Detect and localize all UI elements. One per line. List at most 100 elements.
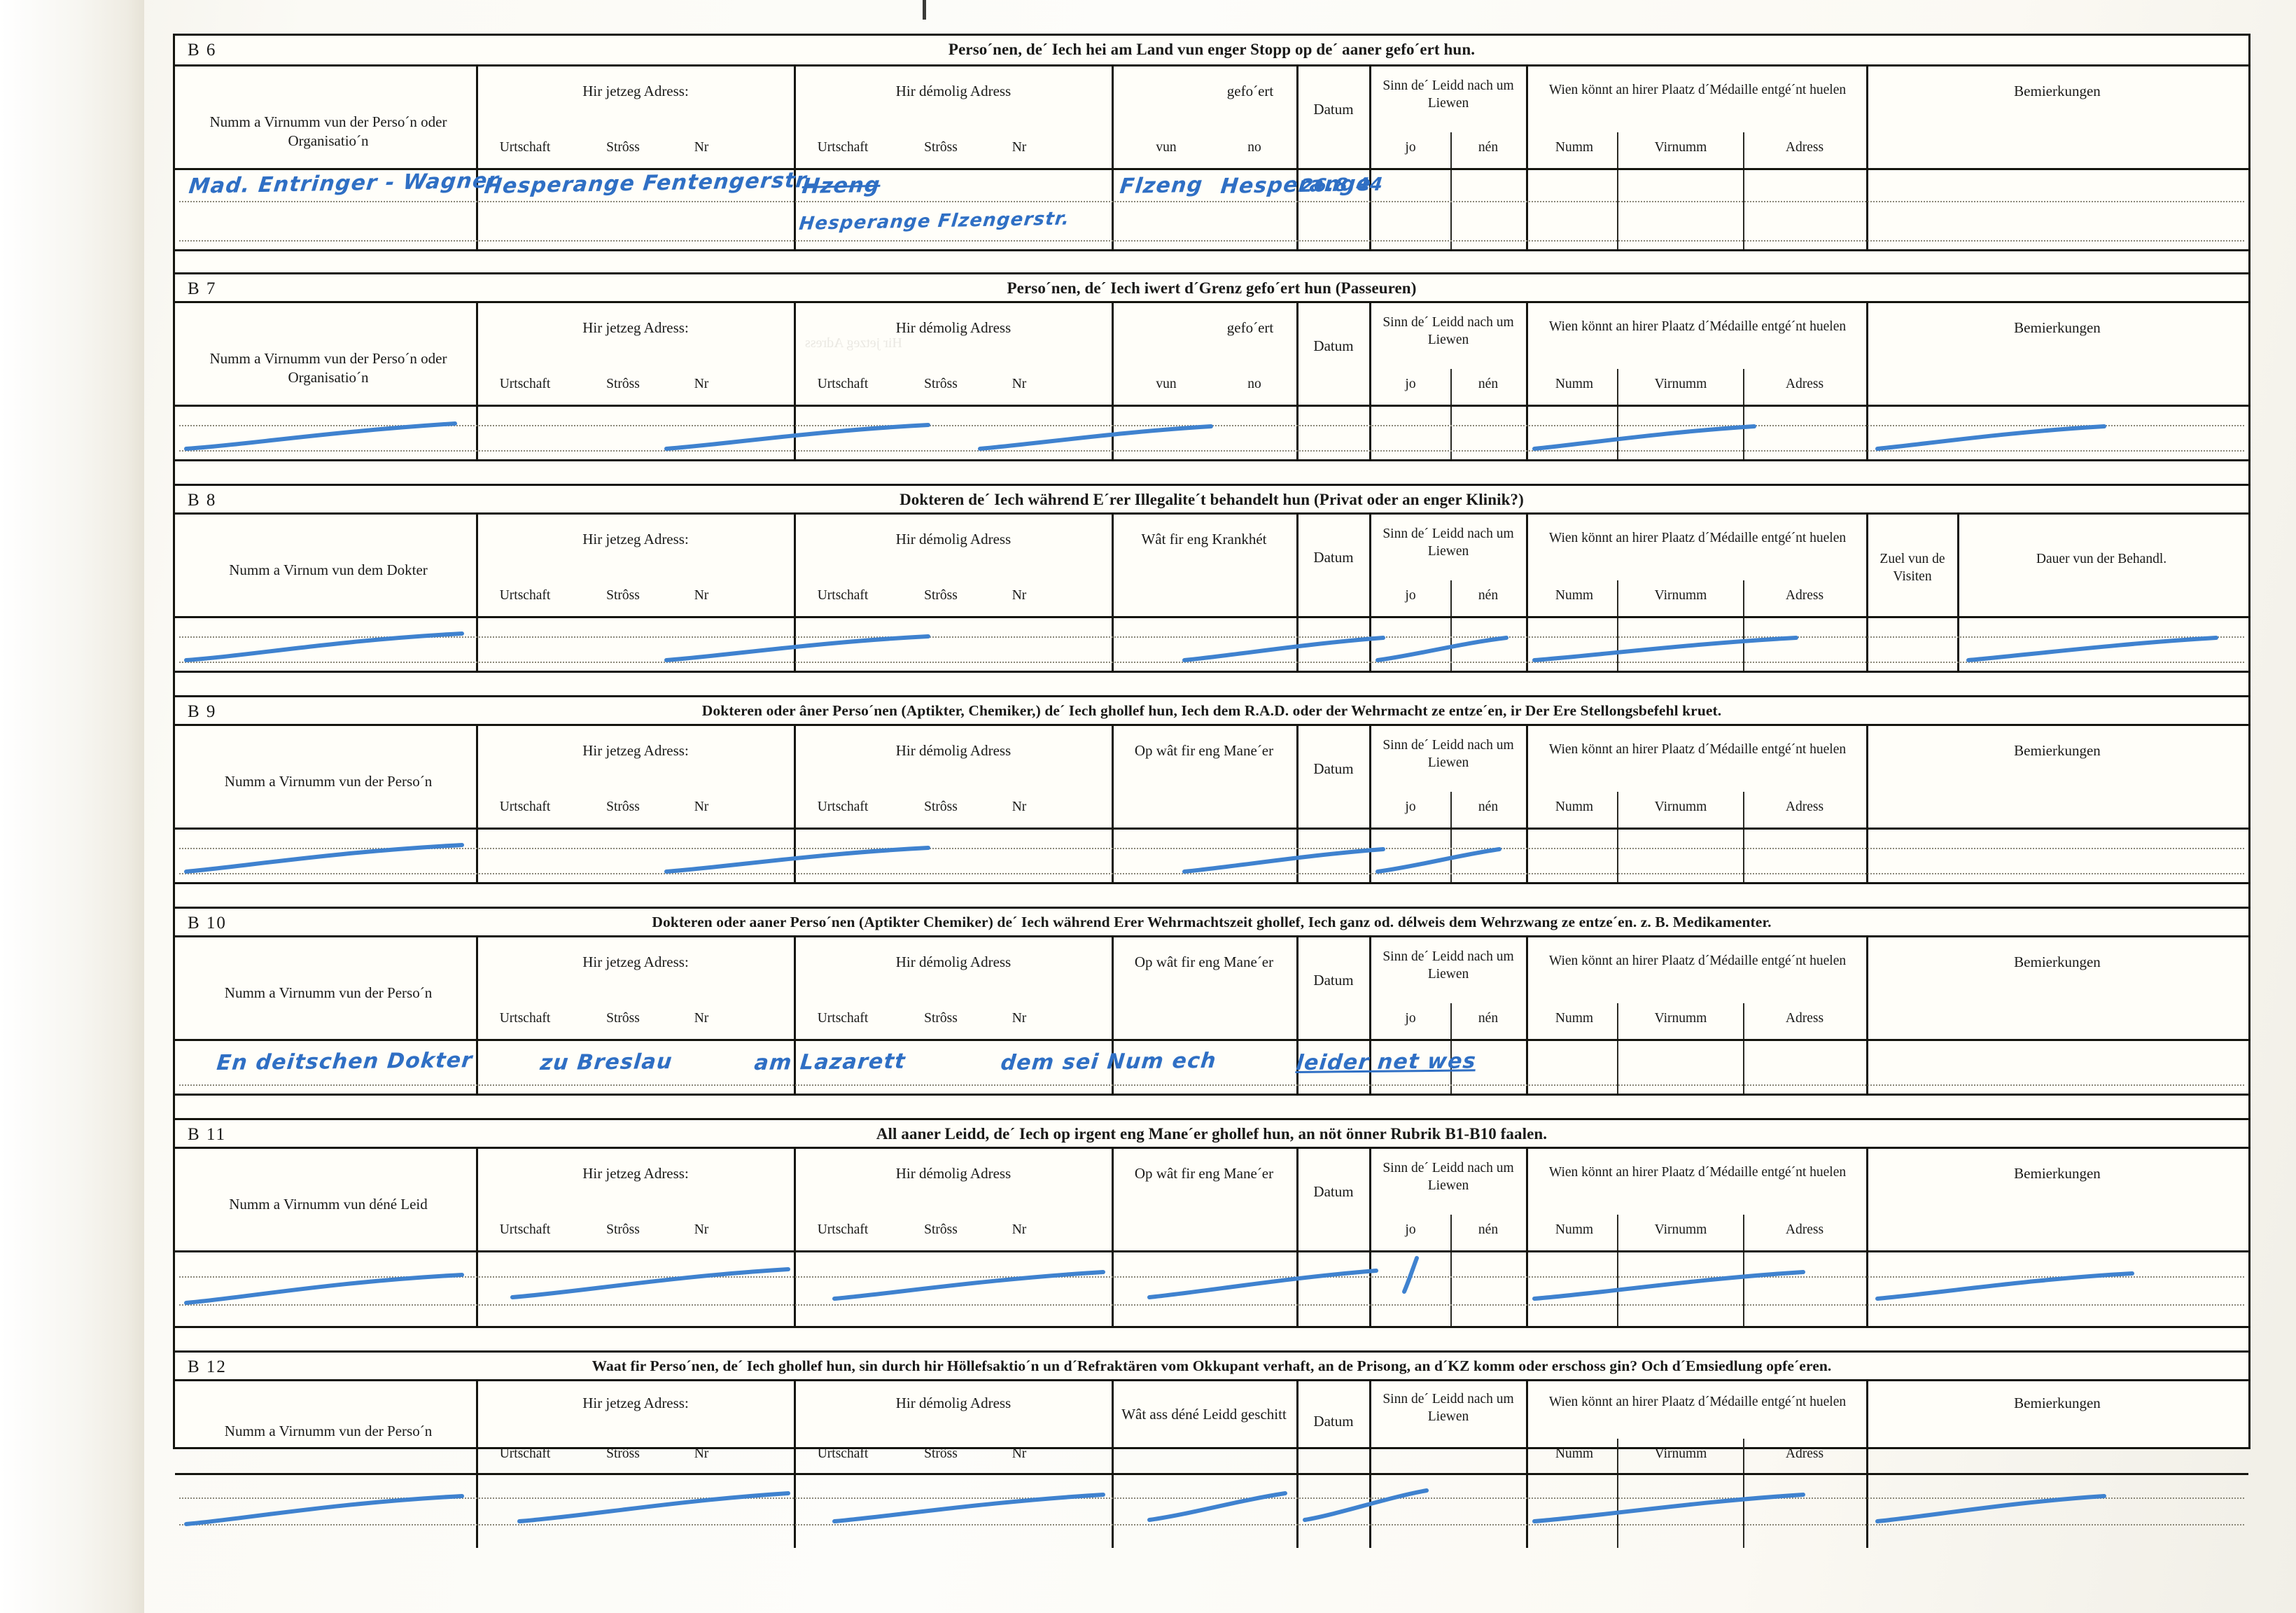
section-b9-title: Dokteren oder âner Perso´nen (Aptikter, …: [701, 702, 1722, 719]
pen-stroke: [184, 842, 465, 874]
b10-current-address-label: Hir jetzeg Adress:: [582, 954, 689, 970]
b7-current-address-label: Hir jetzeg Adress:: [582, 319, 689, 336]
b11-medal-address-label: Adress: [1785, 1222, 1824, 1237]
b10-no-label: nén: [1478, 1011, 1499, 1026]
b7-number-label-1: Nr: [694, 377, 709, 391]
b7-medal-firstname-label: Virnumm: [1654, 377, 1707, 391]
section-b12-data-rows[interactable]: [175, 1475, 2248, 1548]
b11-medal-label: Wien könnt an hirer Plaatz d´Médaille en…: [1548, 1165, 1847, 1180]
b6-to-label: no: [1247, 140, 1261, 155]
b9-medal-name-label: Numm: [1555, 799, 1594, 814]
b6-transported-label: gefo´ert: [1226, 83, 1274, 99]
b10-remarks-label: Bemierkungen: [2014, 954, 2101, 970]
b11-street-label-1: Strôss: [606, 1222, 640, 1237]
b9-former-address-label: Hir démolig Adress: [895, 742, 1011, 759]
section-b10-header: Numm a Virnumm vun der Perso´n Hir jetze…: [175, 937, 2248, 1041]
b6-place-label-2: Urtschaft: [817, 140, 869, 155]
section-b8-data-rows[interactable]: [175, 618, 2248, 673]
b6-medal-firstname-label: Virnumm: [1654, 140, 1707, 155]
form-table: B 6 Perso´nen, de´ Iech hei am Land vun …: [173, 34, 2250, 1548]
b7-name-column-label: Numm a Virnumm vun der Perso´n oder Orga…: [209, 350, 447, 386]
b8-yes-label: jo: [1405, 588, 1416, 603]
b9-medal-label: Wien könnt an hirer Plaatz d´Médaille en…: [1548, 742, 1847, 757]
section-b10-data-rows[interactable]: En deitschen Dokter zu Breslau am Lazare…: [175, 1041, 2248, 1096]
section-b7-title-bar: B 7 Perso´nen, de´ Iech iwert d´Grenz ge…: [175, 272, 2248, 303]
b10-datum-label: Datum: [1313, 972, 1354, 989]
b7-medal-label: Wien könnt an hirer Plaatz d´Médaille en…: [1548, 319, 1847, 334]
b7-alive-label: Sinn de´ Leidd nach um Liewen: [1382, 315, 1514, 347]
section-b8-title: Dokteren de´ Iech während E´rer Illegali…: [899, 491, 1524, 508]
b7-street-label-2: Strôss: [924, 377, 958, 391]
section-b7-id: B 7: [188, 279, 217, 298]
b12-remarks-label: Bemierkungen: [2014, 1395, 2101, 1411]
section-b6-data-rows[interactable]: Mad. Entringer - Wagner Hesperange Fente…: [175, 168, 2248, 251]
b8-place-label-1: Urtschaft: [499, 588, 551, 603]
b9-yes-label: jo: [1405, 799, 1416, 814]
b9-number-label-1: Nr: [694, 799, 709, 814]
b7-yes-label: jo: [1405, 377, 1416, 391]
b6-name-column-label: Numm a Virnumm vun der Perso´n oder Orga…: [209, 113, 447, 149]
section-b6-title-bar: B 6 Perso´nen, de´ Iech hei am Land vun …: [175, 36, 2248, 67]
b6-medal-address-label: Adress: [1785, 140, 1824, 155]
b11-medal-firstname-label: Virnumm: [1654, 1222, 1707, 1237]
b6-street-label-2: Strôss: [924, 140, 958, 155]
pen-stroke: [832, 1269, 1106, 1301]
section-b9-header: Numm a Virnumm vun der Perso´n Hir jetze…: [175, 726, 2248, 830]
b6-entry-from: Flzeng: [1119, 172, 1205, 199]
b11-yes-label: jo: [1405, 1222, 1416, 1237]
b10-number-label-1: Nr: [694, 1011, 709, 1026]
section-b9-data-rows[interactable]: [175, 830, 2248, 884]
section-b7-data-rows[interactable]: [175, 407, 2248, 461]
b6-entry-former-address: Hesperange Flzengerstr.: [798, 208, 1071, 235]
b6-datum-label: Datum: [1313, 101, 1354, 118]
b8-illness-label: Wât fir eng Krankhét: [1141, 531, 1267, 547]
b11-remarks-label: Bemierkungen: [2014, 1165, 2101, 1182]
b10-entry-text-2: zu Breslau: [539, 1049, 674, 1075]
b7-former-address-label: Hir démolig Adress: [895, 319, 1011, 336]
section-b12-title: Waat fir Perso´nen, de´ Iech ghollef hun…: [592, 1357, 1832, 1374]
section-b9-title-bar: B 9 Dokteren oder âner Perso´nen (Aptikt…: [175, 695, 2248, 726]
b10-yes-label: jo: [1405, 1011, 1416, 1026]
b7-datum-label: Datum: [1313, 337, 1354, 354]
b10-medal-label: Wien könnt an hirer Plaatz d´Médaille en…: [1548, 954, 1847, 968]
pen-stroke: [517, 1490, 791, 1523]
b9-place-label-1: Urtschaft: [499, 799, 551, 814]
b7-transported-label: gefo´ert: [1226, 319, 1274, 336]
b9-no-label: nén: [1478, 799, 1499, 814]
section-b11-title: All aaner Leidd, de´ Iech op irgent eng …: [876, 1125, 1548, 1143]
b11-datum-label: Datum: [1313, 1183, 1354, 1200]
section-b12-title-bar: B 12 Waat fir Perso´nen, de´ Iech gholle…: [175, 1350, 2248, 1381]
b8-current-address-label: Hir jetzeg Adress:: [582, 531, 689, 547]
pen-stroke: [832, 1492, 1106, 1523]
section-b8-title-bar: B 8 Dokteren de´ Iech während E´rer Ille…: [175, 484, 2248, 515]
pen-stroke: [1182, 845, 1386, 874]
b10-medal-address-label: Adress: [1785, 1011, 1824, 1026]
b11-place-label-1: Urtschaft: [499, 1222, 551, 1237]
b9-name-column-label: Numm a Virnumm vun der Perso´n: [224, 773, 433, 790]
b6-from-label: vun: [1156, 140, 1177, 155]
pen-stroke: [1376, 1256, 1460, 1294]
section-b7-header: Hir jetzeg Adress Numm a Virnumm vun der…: [175, 303, 2248, 407]
b12-current-address-label: Hir jetzeg Adress:: [582, 1395, 689, 1411]
b8-street-label-1: Strôss: [606, 588, 640, 603]
pen-stroke: [184, 631, 465, 662]
b6-medal-name-label: Numm: [1555, 140, 1594, 155]
b10-entry-text-4: dem sei Num ech: [1000, 1048, 1218, 1075]
b8-place-label-2: Urtschaft: [817, 588, 869, 603]
b6-number-label-1: Nr: [694, 140, 709, 155]
section-b11: B 11 All aaner Leidd, de´ Iech op irgent…: [175, 1118, 2248, 1328]
b12-name-column-label: Numm a Virnumm vun der Perso´n: [224, 1423, 433, 1439]
section-b11-header: Numm a Virnumm vun déné Leid Hir jetzeg …: [175, 1149, 2248, 1252]
b10-medal-name-label: Numm: [1555, 1011, 1594, 1026]
section-b11-data-rows[interactable]: [175, 1252, 2248, 1328]
b9-medal-address-label: Adress: [1785, 799, 1824, 814]
b12-street-label-1: Strôss: [606, 1446, 640, 1461]
b7-medal-address-label: Adress: [1785, 377, 1824, 391]
b6-medal-label: Wien könnt an hirer Plaatz d´Médaille en…: [1548, 83, 1847, 97]
section-b8: B 8 Dokteren de´ Iech während E´rer Ille…: [175, 484, 2248, 673]
b10-street-label-2: Strôss: [924, 1011, 958, 1026]
b7-place-label-1: Urtschaft: [499, 377, 551, 391]
b9-street-label-1: Strôss: [606, 799, 640, 814]
b12-medal-label: Wien könnt an hirer Plaatz d´Médaille en…: [1548, 1395, 1847, 1409]
